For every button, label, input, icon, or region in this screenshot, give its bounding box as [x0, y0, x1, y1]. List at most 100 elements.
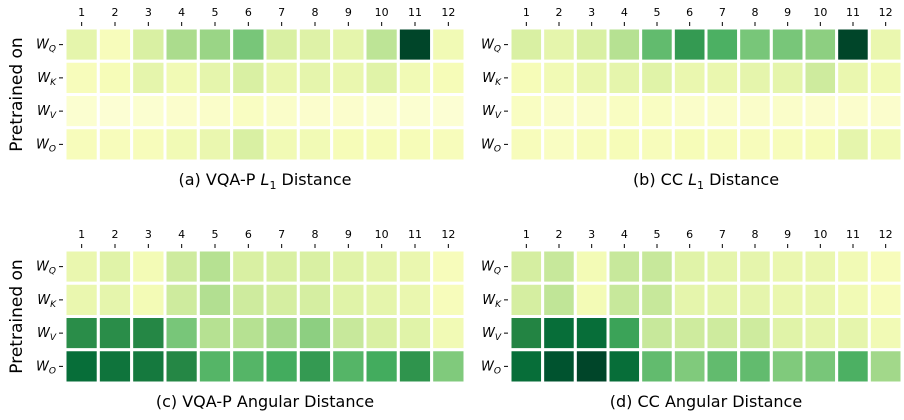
heatmap-cell [96, 26, 134, 63]
heatmap-cell [671, 59, 708, 96]
title-part: (c) VQA-P Angular Distance [156, 392, 374, 411]
x-tick-label: 3 [145, 228, 152, 241]
heatmap-cell [296, 26, 334, 63]
heatmap-cell [508, 281, 545, 318]
row-label-subscript: O [494, 144, 501, 154]
heatmap-cell [639, 315, 675, 352]
heatmap-cell [196, 348, 234, 385]
heatmap-cell [671, 348, 708, 385]
x-tick-label: 1 [78, 6, 85, 19]
heatmap-cell [96, 93, 134, 130]
heatmap-cell [541, 348, 577, 385]
x-tick-label: 11 [408, 6, 422, 19]
x-tick-label: 12 [879, 228, 893, 241]
row-label-subscript: Q [494, 45, 501, 55]
heatmap-cell [130, 248, 167, 285]
heatmap-cell [802, 248, 839, 285]
heatmap-cell [363, 281, 400, 318]
x-tick-label: 10 [375, 6, 389, 19]
heatmap-cell [867, 348, 904, 385]
heatmap-cell [396, 59, 434, 96]
heatmap-cell [508, 348, 545, 385]
heatmap-cell [835, 348, 871, 385]
heatmap-cell [769, 26, 806, 63]
y-tick-label: WQ [481, 260, 501, 277]
heatmap-cell [573, 59, 610, 96]
heatmap-cell [671, 126, 708, 163]
row-label-subscript: O [49, 366, 56, 376]
heatmap-cell [296, 59, 334, 96]
heatmap-cell [263, 93, 300, 130]
heatmap-cell [230, 59, 267, 96]
y-tick-label: WV [37, 326, 57, 343]
heatmap-cell [606, 315, 643, 352]
heatmap-cell [130, 59, 167, 96]
x-tick-label: 12 [879, 6, 893, 19]
heatmap-cell [541, 59, 577, 96]
heatmap-cell [867, 315, 904, 352]
heatmap-cell [737, 59, 773, 96]
heatmap-cell [769, 348, 806, 385]
x-tick-label: 6 [686, 6, 693, 19]
heatmap-cell [196, 126, 234, 163]
row-label-base: W [481, 38, 495, 53]
heatmap-cell [835, 315, 871, 352]
heatmap-cell [296, 348, 334, 385]
x-tick-label: 8 [752, 228, 759, 241]
heatmap-cell [263, 315, 300, 352]
heatmap-cell [96, 281, 134, 318]
heatmap-cell [704, 126, 741, 163]
heatmap-cell [802, 26, 839, 63]
heatmap-cell [769, 281, 806, 318]
heatmap-cell [802, 126, 839, 163]
heatmap-cell [196, 248, 234, 285]
heatmap-cell [63, 26, 100, 63]
panel-title: (a) VQA-P L1 Distance [179, 170, 352, 192]
heatmap-cell [130, 281, 167, 318]
y-tick-label: WO [481, 137, 501, 154]
heatmap-cell [737, 281, 773, 318]
heatmap-cell [296, 126, 334, 163]
row-label-base: W [481, 359, 495, 374]
heatmap-cell [163, 59, 200, 96]
y-axis-label: Pretrained on [7, 37, 27, 151]
x-tick-label: 9 [345, 228, 352, 241]
heatmap-cell [230, 93, 267, 130]
heatmap-cell [430, 248, 467, 285]
heatmap-cell [130, 26, 167, 63]
heatmap-cell [573, 26, 610, 63]
heatmap-cell [196, 281, 234, 318]
heatmap-cell [867, 59, 904, 96]
heatmap-cell [263, 59, 300, 96]
row-label-base: W [37, 71, 51, 86]
heatmap-cell [296, 248, 334, 285]
x-tick-label: 12 [441, 228, 455, 241]
heatmap-cell [63, 59, 100, 96]
heatmap-cell [430, 281, 467, 318]
heatmap-cell [639, 281, 675, 318]
heatmap-cell [835, 26, 871, 63]
x-tick-label: 1 [78, 228, 85, 241]
heatmap-cell [508, 126, 545, 163]
heatmap-cell [541, 126, 577, 163]
heatmap-cell [835, 281, 871, 318]
heatmap-cell [330, 26, 367, 63]
title-part: Distance [276, 170, 351, 189]
heatmap-cell [196, 26, 234, 63]
y-tick-label: WO [36, 359, 56, 376]
heatmap-cell [263, 348, 300, 385]
x-tick-label: 11 [846, 228, 860, 241]
x-tick-label: 5 [212, 6, 219, 19]
heatmap-cell [573, 126, 610, 163]
heatmap-cell [704, 93, 741, 130]
row-label-base: W [36, 38, 50, 53]
heatmap-cell [363, 248, 400, 285]
x-tick-label: 9 [784, 6, 791, 19]
heatmap-cell [541, 315, 577, 352]
x-tick-label: 3 [588, 6, 595, 19]
y-tick-label: WO [36, 137, 56, 154]
y-tick-label: WV [37, 104, 57, 121]
row-label-base: W [36, 359, 50, 374]
y-tick-label: WK [37, 293, 57, 310]
